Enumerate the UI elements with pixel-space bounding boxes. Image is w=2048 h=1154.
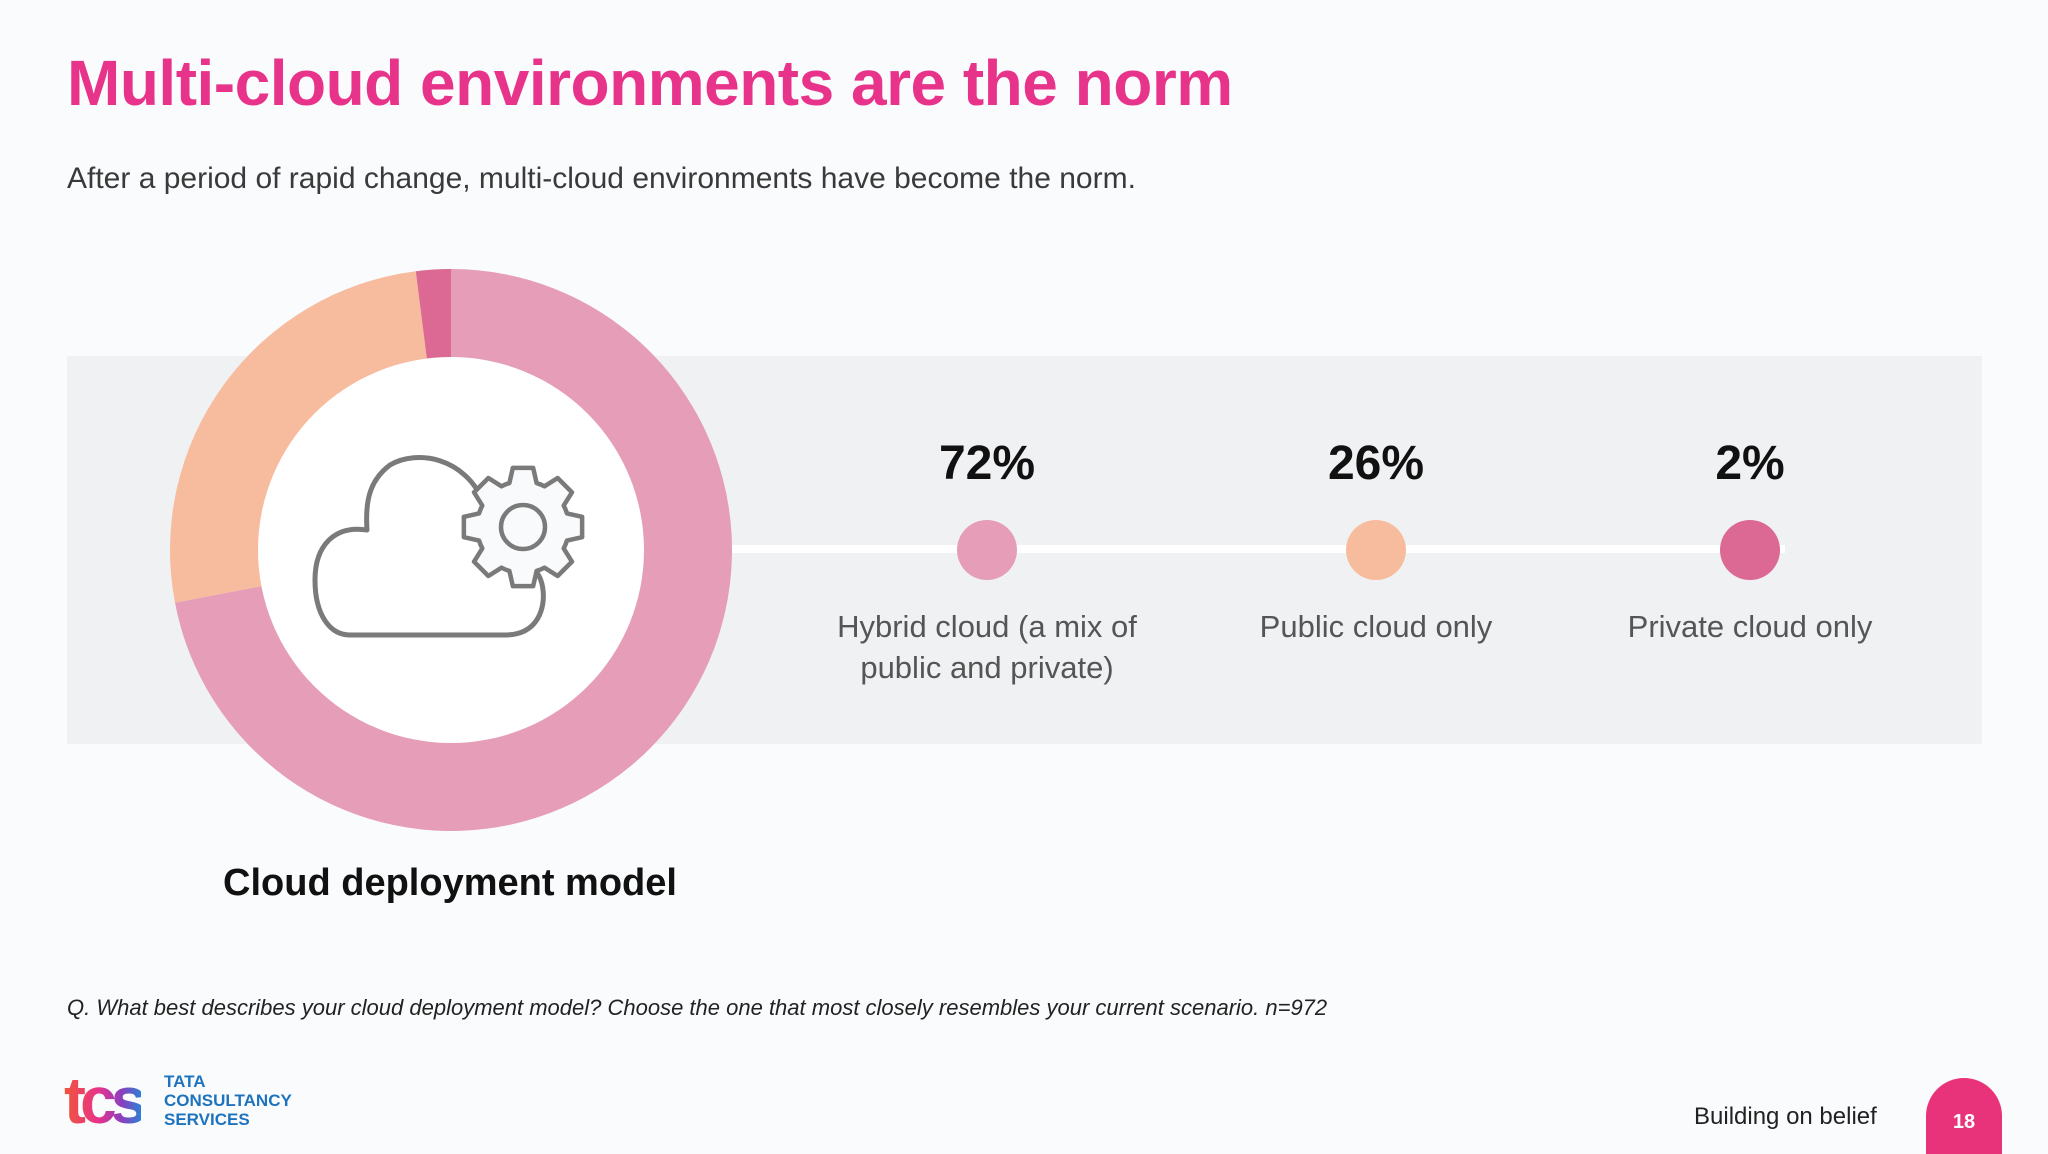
- page-number: 18: [1926, 1078, 2002, 1154]
- connector-line: [640, 545, 1785, 553]
- logo-line1: TATA: [164, 1072, 206, 1091]
- page-title: Multi-cloud environments are the norm: [67, 47, 1233, 119]
- tagline: Building on belief: [1694, 1103, 1877, 1130]
- legend-dot-private: [1720, 520, 1780, 580]
- logo-text: TATA CONSULTANCY SERVICES: [164, 1072, 292, 1129]
- stat-value-public: 26%: [1327, 437, 1425, 490]
- logo-line3: SERVICES: [164, 1110, 250, 1129]
- logo-mark: tcs: [64, 1063, 147, 1137]
- stat-label-public: Public cloud only: [1259, 609, 1493, 644]
- footnote: Q. What best describes your cloud deploy…: [67, 995, 1328, 1020]
- page-subtitle: After a period of rapid change, multi-cl…: [67, 162, 1136, 195]
- logo-line2: CONSULTANCY: [164, 1091, 292, 1110]
- legend-dot-public: [1346, 520, 1406, 580]
- cloud-gear-icon: [312, 455, 585, 638]
- stat-value-private: 2%: [1715, 437, 1785, 490]
- chart-caption: Cloud deployment model: [223, 862, 677, 904]
- stat-label-private: Private cloud only: [1627, 609, 1873, 644]
- stat-value-hybrid: 72%: [938, 437, 1036, 490]
- stat-label-hybrid: Hybrid cloud (a mix of public and privat…: [837, 609, 1137, 685]
- legend-dot-hybrid: [957, 520, 1017, 580]
